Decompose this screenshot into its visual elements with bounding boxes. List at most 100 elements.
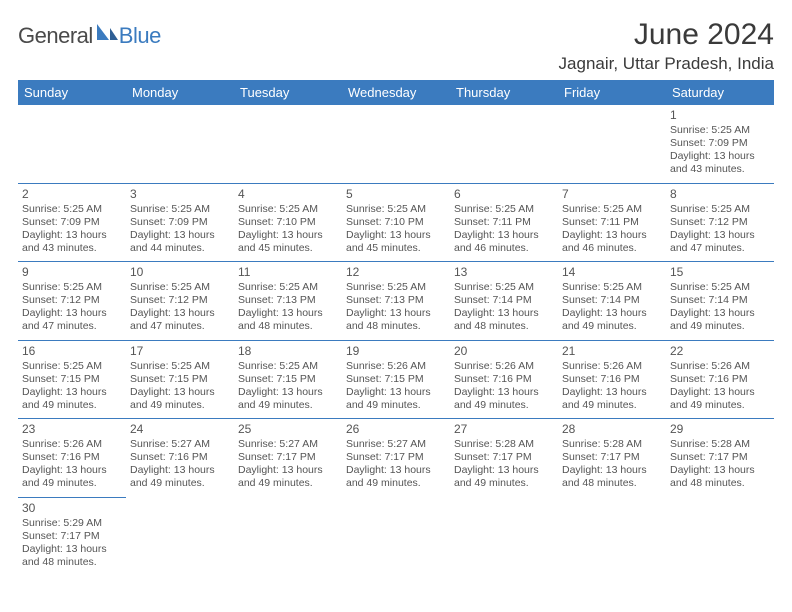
sunrise-line: Sunrise: 5:28 AM — [454, 438, 554, 451]
calendar-day-cell: 16Sunrise: 5:25 AMSunset: 7:15 PMDayligh… — [18, 340, 126, 419]
day-number: 9 — [22, 265, 122, 280]
sunrise-line: Sunrise: 5:25 AM — [130, 281, 230, 294]
day-number: 1 — [670, 108, 770, 123]
sunrise-line: Sunrise: 5:25 AM — [22, 281, 122, 294]
sunset-line: Sunset: 7:17 PM — [562, 451, 662, 464]
sunrise-line: Sunrise: 5:25 AM — [238, 281, 338, 294]
daylight-line: Daylight: 13 hours and 48 minutes. — [454, 307, 554, 333]
calendar-body: 1Sunrise: 5:25 AMSunset: 7:09 PMDaylight… — [18, 105, 774, 575]
daylight-line: Daylight: 13 hours and 49 minutes. — [454, 464, 554, 490]
daylight-line: Daylight: 13 hours and 45 minutes. — [346, 229, 446, 255]
sunset-line: Sunset: 7:09 PM — [22, 216, 122, 229]
sunrise-line: Sunrise: 5:25 AM — [130, 360, 230, 373]
sunset-line: Sunset: 7:15 PM — [346, 373, 446, 386]
daylight-line: Daylight: 13 hours and 49 minutes. — [130, 386, 230, 412]
calendar-day-cell: 27Sunrise: 5:28 AMSunset: 7:17 PMDayligh… — [450, 419, 558, 498]
calendar-day-cell: 8Sunrise: 5:25 AMSunset: 7:12 PMDaylight… — [666, 183, 774, 262]
calendar-day-cell: 3Sunrise: 5:25 AMSunset: 7:09 PMDaylight… — [126, 183, 234, 262]
day-number: 10 — [130, 265, 230, 280]
sunrise-line: Sunrise: 5:25 AM — [22, 203, 122, 216]
sunset-line: Sunset: 7:09 PM — [670, 137, 770, 150]
calendar-day-cell: 19Sunrise: 5:26 AMSunset: 7:15 PMDayligh… — [342, 340, 450, 419]
sunset-line: Sunset: 7:16 PM — [130, 451, 230, 464]
sunset-line: Sunset: 7:14 PM — [562, 294, 662, 307]
weekday-header: Tuesday — [234, 80, 342, 105]
calendar-day-cell — [18, 105, 126, 183]
daylight-line: Daylight: 13 hours and 43 minutes. — [670, 150, 770, 176]
calendar-day-cell — [342, 105, 450, 183]
daylight-line: Daylight: 13 hours and 49 minutes. — [238, 386, 338, 412]
day-number: 25 — [238, 422, 338, 437]
sunset-line: Sunset: 7:13 PM — [238, 294, 338, 307]
sunset-line: Sunset: 7:17 PM — [238, 451, 338, 464]
calendar-day-cell: 29Sunrise: 5:28 AMSunset: 7:17 PMDayligh… — [666, 419, 774, 498]
calendar-day-cell — [126, 105, 234, 183]
daylight-line: Daylight: 13 hours and 44 minutes. — [130, 229, 230, 255]
title-block: June 2024 Jagnair, Uttar Pradesh, India — [559, 18, 774, 74]
day-number: 16 — [22, 344, 122, 359]
calendar-week-row: 2Sunrise: 5:25 AMSunset: 7:09 PMDaylight… — [18, 183, 774, 262]
calendar-day-cell: 11Sunrise: 5:25 AMSunset: 7:13 PMDayligh… — [234, 262, 342, 341]
weekday-header: Monday — [126, 80, 234, 105]
day-number: 18 — [238, 344, 338, 359]
weekday-header: Sunday — [18, 80, 126, 105]
calendar-day-cell — [126, 497, 234, 575]
calendar-day-cell: 22Sunrise: 5:26 AMSunset: 7:16 PMDayligh… — [666, 340, 774, 419]
calendar-day-cell: 17Sunrise: 5:25 AMSunset: 7:15 PMDayligh… — [126, 340, 234, 419]
calendar-day-cell — [558, 497, 666, 575]
sunrise-line: Sunrise: 5:29 AM — [22, 517, 122, 530]
day-number: 27 — [454, 422, 554, 437]
daylight-line: Daylight: 13 hours and 48 minutes. — [562, 464, 662, 490]
sunset-line: Sunset: 7:13 PM — [346, 294, 446, 307]
calendar-day-cell: 25Sunrise: 5:27 AMSunset: 7:17 PMDayligh… — [234, 419, 342, 498]
daylight-line: Daylight: 13 hours and 45 minutes. — [238, 229, 338, 255]
sunrise-line: Sunrise: 5:25 AM — [562, 281, 662, 294]
sunset-line: Sunset: 7:16 PM — [22, 451, 122, 464]
calendar-day-cell: 4Sunrise: 5:25 AMSunset: 7:10 PMDaylight… — [234, 183, 342, 262]
sunset-line: Sunset: 7:17 PM — [22, 530, 122, 543]
day-number: 20 — [454, 344, 554, 359]
sunrise-line: Sunrise: 5:25 AM — [562, 203, 662, 216]
calendar-day-cell: 23Sunrise: 5:26 AMSunset: 7:16 PMDayligh… — [18, 419, 126, 498]
sunrise-line: Sunrise: 5:25 AM — [238, 203, 338, 216]
logo: General Blue — [18, 22, 161, 49]
sunset-line: Sunset: 7:10 PM — [346, 216, 446, 229]
daylight-line: Daylight: 13 hours and 47 minutes. — [130, 307, 230, 333]
daylight-line: Daylight: 13 hours and 47 minutes. — [22, 307, 122, 333]
daylight-line: Daylight: 13 hours and 49 minutes. — [346, 386, 446, 412]
sunset-line: Sunset: 7:12 PM — [22, 294, 122, 307]
daylight-line: Daylight: 13 hours and 48 minutes. — [238, 307, 338, 333]
day-number: 8 — [670, 187, 770, 202]
calendar-week-row: 23Sunrise: 5:26 AMSunset: 7:16 PMDayligh… — [18, 419, 774, 498]
day-number: 14 — [562, 265, 662, 280]
logo-text-blue: Blue — [119, 23, 161, 49]
daylight-line: Daylight: 13 hours and 43 minutes. — [22, 229, 122, 255]
calendar-day-cell — [450, 105, 558, 183]
sunrise-line: Sunrise: 5:28 AM — [562, 438, 662, 451]
weekday-header: Wednesday — [342, 80, 450, 105]
day-number: 6 — [454, 187, 554, 202]
day-number: 15 — [670, 265, 770, 280]
calendar-day-cell — [558, 105, 666, 183]
calendar-day-cell: 13Sunrise: 5:25 AMSunset: 7:14 PMDayligh… — [450, 262, 558, 341]
sunrise-line: Sunrise: 5:28 AM — [670, 438, 770, 451]
calendar-week-row: 9Sunrise: 5:25 AMSunset: 7:12 PMDaylight… — [18, 262, 774, 341]
daylight-line: Daylight: 13 hours and 49 minutes. — [130, 464, 230, 490]
sunset-line: Sunset: 7:11 PM — [562, 216, 662, 229]
sunrise-line: Sunrise: 5:25 AM — [670, 281, 770, 294]
daylight-line: Daylight: 13 hours and 49 minutes. — [562, 307, 662, 333]
calendar-day-cell: 28Sunrise: 5:28 AMSunset: 7:17 PMDayligh… — [558, 419, 666, 498]
header: General Blue June 2024 Jagnair, Uttar Pr… — [18, 18, 774, 74]
calendar-day-cell: 12Sunrise: 5:25 AMSunset: 7:13 PMDayligh… — [342, 262, 450, 341]
location: Jagnair, Uttar Pradesh, India — [559, 54, 774, 74]
calendar-day-cell — [234, 497, 342, 575]
daylight-line: Daylight: 13 hours and 49 minutes. — [238, 464, 338, 490]
day-number: 7 — [562, 187, 662, 202]
calendar-day-cell — [234, 105, 342, 183]
day-number: 5 — [346, 187, 446, 202]
day-number: 11 — [238, 265, 338, 280]
sunset-line: Sunset: 7:16 PM — [562, 373, 662, 386]
sunrise-line: Sunrise: 5:25 AM — [670, 203, 770, 216]
calendar-week-row: 16Sunrise: 5:25 AMSunset: 7:15 PMDayligh… — [18, 340, 774, 419]
sunset-line: Sunset: 7:15 PM — [22, 373, 122, 386]
